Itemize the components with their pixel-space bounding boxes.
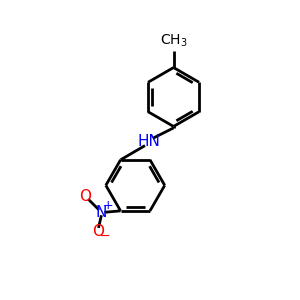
Text: −: − bbox=[100, 230, 110, 243]
Text: CH$_3$: CH$_3$ bbox=[160, 33, 188, 49]
Text: O: O bbox=[79, 189, 91, 204]
Text: N: N bbox=[96, 205, 107, 220]
Text: HN: HN bbox=[137, 134, 160, 149]
Text: O: O bbox=[92, 224, 104, 239]
Text: +: + bbox=[103, 199, 113, 212]
